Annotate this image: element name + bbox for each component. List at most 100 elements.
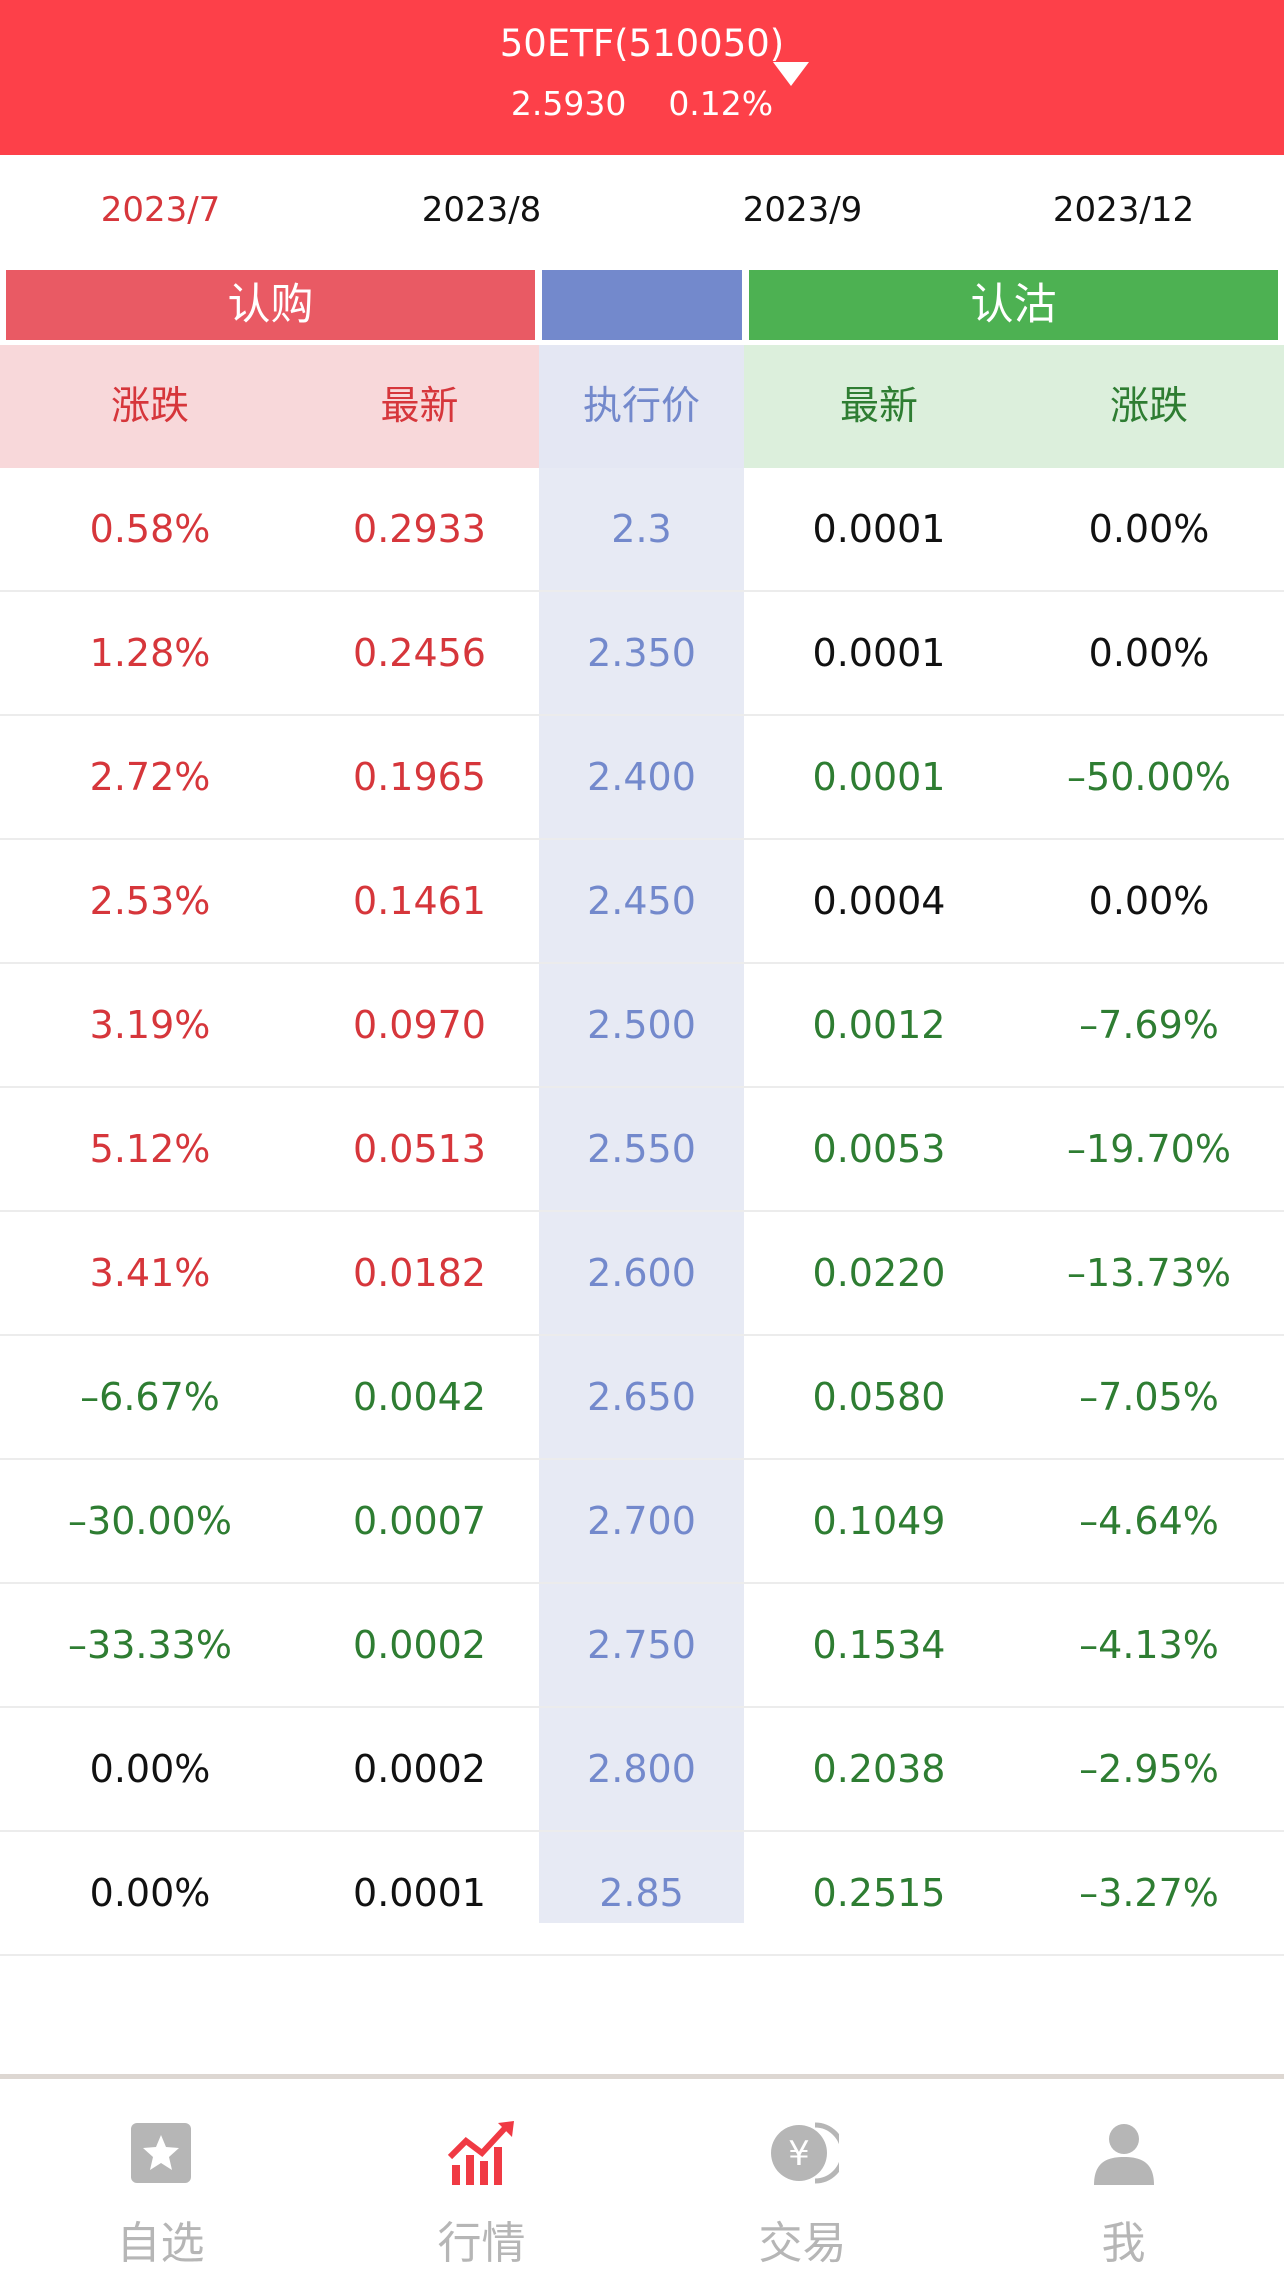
strike-cell: 2.750 (587, 1623, 696, 1667)
put-last-cell: 0.0004 (812, 879, 946, 923)
table-row[interactable]: –33.33% 0.0002 2.750 0.1534 –4.13% (0, 1584, 1284, 1708)
table-row[interactable]: 5.12% 0.0513 2.550 0.0053 –19.70% (0, 1088, 1284, 1212)
top-bar: 50ETF(510050) 2.5930 0.12% (0, 0, 1284, 155)
put-change-cell: –50.00% (1067, 755, 1231, 799)
call-last-header[interactable]: 最新 (380, 384, 459, 429)
underlying-change: 0.12% (668, 84, 774, 123)
table-row[interactable]: 0.58% 0.2933 2.3 0.0001 0.00% (0, 468, 1284, 592)
strike-cell: 2.700 (587, 1499, 696, 1543)
table-row[interactable]: 3.41% 0.0182 2.600 0.0220 –13.73% (0, 1212, 1284, 1336)
bottom-nav: 自选 行情 ¥ 交易 我 (0, 2074, 1284, 2279)
strike-header-bg (539, 345, 744, 468)
call-header-bg (0, 345, 539, 468)
put-change-cell: –4.13% (1079, 1623, 1219, 1667)
strike-cell: 2.3 (611, 507, 672, 551)
call-last-cell: 0.2933 (353, 507, 486, 551)
call-last-cell: 0.0042 (353, 1375, 486, 1419)
table-row[interactable]: –6.67% 0.0042 2.650 0.0580 –7.05% (0, 1336, 1284, 1460)
put-change-cell: –3.27% (1079, 1871, 1219, 1915)
nav-item-watchlist[interactable]: 自选 (0, 2079, 321, 2279)
put-change-cell: –4.64% (1079, 1499, 1219, 1543)
put-change-cell: –19.70% (1067, 1127, 1231, 1171)
tab-2023-12[interactable]: 2023/12 (1052, 190, 1195, 230)
tab-2023-7[interactable]: 2023/7 (100, 190, 221, 230)
option-group-header: 认购 认沽 (0, 270, 1284, 342)
nav-item-me[interactable]: 我 (963, 2079, 1284, 2279)
call-last-cell: 0.0001 (353, 1871, 486, 1915)
nav-label-trade: 交易 (758, 2218, 847, 2269)
call-last-cell: 0.1965 (353, 755, 486, 799)
strike-column-bg (539, 468, 744, 1923)
put-change-cell: –13.73% (1067, 1251, 1231, 1295)
call-change-header[interactable]: 涨跌 (110, 384, 189, 429)
underlying-price: 2.5930 (510, 84, 627, 123)
put-header-bg (744, 345, 1284, 468)
svg-text:¥: ¥ (788, 2134, 810, 2174)
nav-item-market[interactable]: 行情 (321, 2079, 642, 2279)
put-last-cell: 0.2515 (812, 1871, 946, 1915)
tab-2023-8[interactable]: 2023/8 (421, 190, 542, 230)
tab-2023-9[interactable]: 2023/9 (742, 190, 863, 230)
nav-label-market: 行情 (437, 2218, 526, 2269)
put-last-cell: 0.1049 (812, 1499, 946, 1543)
put-group-label: 认沽 (749, 270, 1278, 340)
strike-cell: 2.450 (587, 879, 696, 923)
table-row[interactable]: 0.00% 0.0002 2.800 0.2038 –2.95% (0, 1708, 1284, 1832)
expiry-month-tabs: 2023/7 2023/8 2023/9 2023/12 (0, 155, 1284, 265)
put-last-cell: 0.1534 (812, 1623, 946, 1667)
call-last-cell: 0.0513 (353, 1127, 486, 1171)
put-last-cell: 0.0053 (812, 1127, 946, 1171)
put-last-cell: 0.0001 (812, 507, 946, 551)
person-icon (1094, 2124, 1154, 2185)
call-change-cell: 5.12% (89, 1127, 211, 1171)
strike-cell: 2.500 (587, 1003, 696, 1047)
put-change-cell: –2.95% (1079, 1747, 1219, 1791)
call-group-label: 认购 (6, 270, 535, 340)
strike-cell: 2.600 (587, 1251, 696, 1295)
underlying-quote: 2.5930 0.12% (0, 82, 1284, 126)
call-last-cell: 0.0182 (353, 1251, 486, 1295)
strike-group-label (542, 270, 742, 340)
rising-chart-icon (447, 2121, 514, 2185)
call-change-cell: 1.28% (89, 631, 211, 675)
strike-cell: 2.85 (599, 1871, 684, 1915)
put-last-cell: 0.0001 (812, 755, 946, 799)
strike-cell: 2.550 (587, 1127, 696, 1171)
call-last-cell: 0.2456 (353, 631, 486, 675)
table-row[interactable]: 2.72% 0.1965 2.400 0.0001 –50.00% (0, 716, 1284, 840)
call-change-cell: 2.53% (89, 879, 211, 923)
table-row[interactable]: 2.53% 0.1461 2.450 0.0004 0.00% (0, 840, 1284, 964)
put-last-cell: 0.0220 (812, 1251, 946, 1295)
table-row[interactable]: –30.00% 0.0007 2.700 0.1049 –4.64% (0, 1460, 1284, 1584)
column-header-row: 涨跌 最新 执行价 最新 涨跌 (0, 345, 1284, 468)
strike-header[interactable]: 执行价 (582, 384, 700, 429)
call-change-cell: –33.33% (68, 1623, 232, 1667)
call-change-cell: 3.41% (89, 1251, 211, 1295)
call-last-cell: 0.1461 (353, 879, 486, 923)
call-change-cell: –6.67% (80, 1375, 220, 1419)
put-last-cell: 0.0012 (812, 1003, 946, 1047)
chevron-down-icon[interactable] (773, 62, 809, 86)
nav-item-trade[interactable]: ¥ 交易 (642, 2079, 963, 2279)
call-change-cell: 3.19% (89, 1003, 211, 1047)
put-last-cell: 0.2038 (812, 1747, 946, 1791)
put-change-cell: –7.05% (1079, 1375, 1219, 1419)
put-last-header[interactable]: 最新 (839, 384, 918, 429)
call-change-cell: –30.00% (68, 1499, 232, 1543)
call-change-cell: 0.00% (89, 1747, 211, 1791)
call-last-cell: 0.0970 (353, 1003, 486, 1047)
table-row[interactable]: 3.19% 0.0970 2.500 0.0012 –7.69% (0, 964, 1284, 1088)
table-row[interactable]: 0.00% 0.0001 2.85 0.2515 –3.27% (0, 1832, 1284, 1956)
yuan-coin-icon: ¥ (771, 2122, 839, 2184)
strike-cell: 2.350 (587, 631, 696, 675)
put-change-header[interactable]: 涨跌 (1109, 384, 1188, 429)
underlying-title[interactable]: 50ETF(510050) (499, 22, 785, 65)
star-square-icon (131, 2123, 191, 2183)
table-row[interactable]: 1.28% 0.2456 2.350 0.0001 0.00% (0, 592, 1284, 716)
call-change-cell: 0.00% (89, 1871, 211, 1915)
put-last-cell: 0.0001 (812, 631, 946, 675)
call-last-cell: 0.0002 (353, 1747, 486, 1791)
put-change-cell: –7.69% (1079, 1003, 1219, 1047)
call-last-cell: 0.0002 (353, 1623, 486, 1667)
put-last-cell: 0.0580 (812, 1375, 946, 1419)
